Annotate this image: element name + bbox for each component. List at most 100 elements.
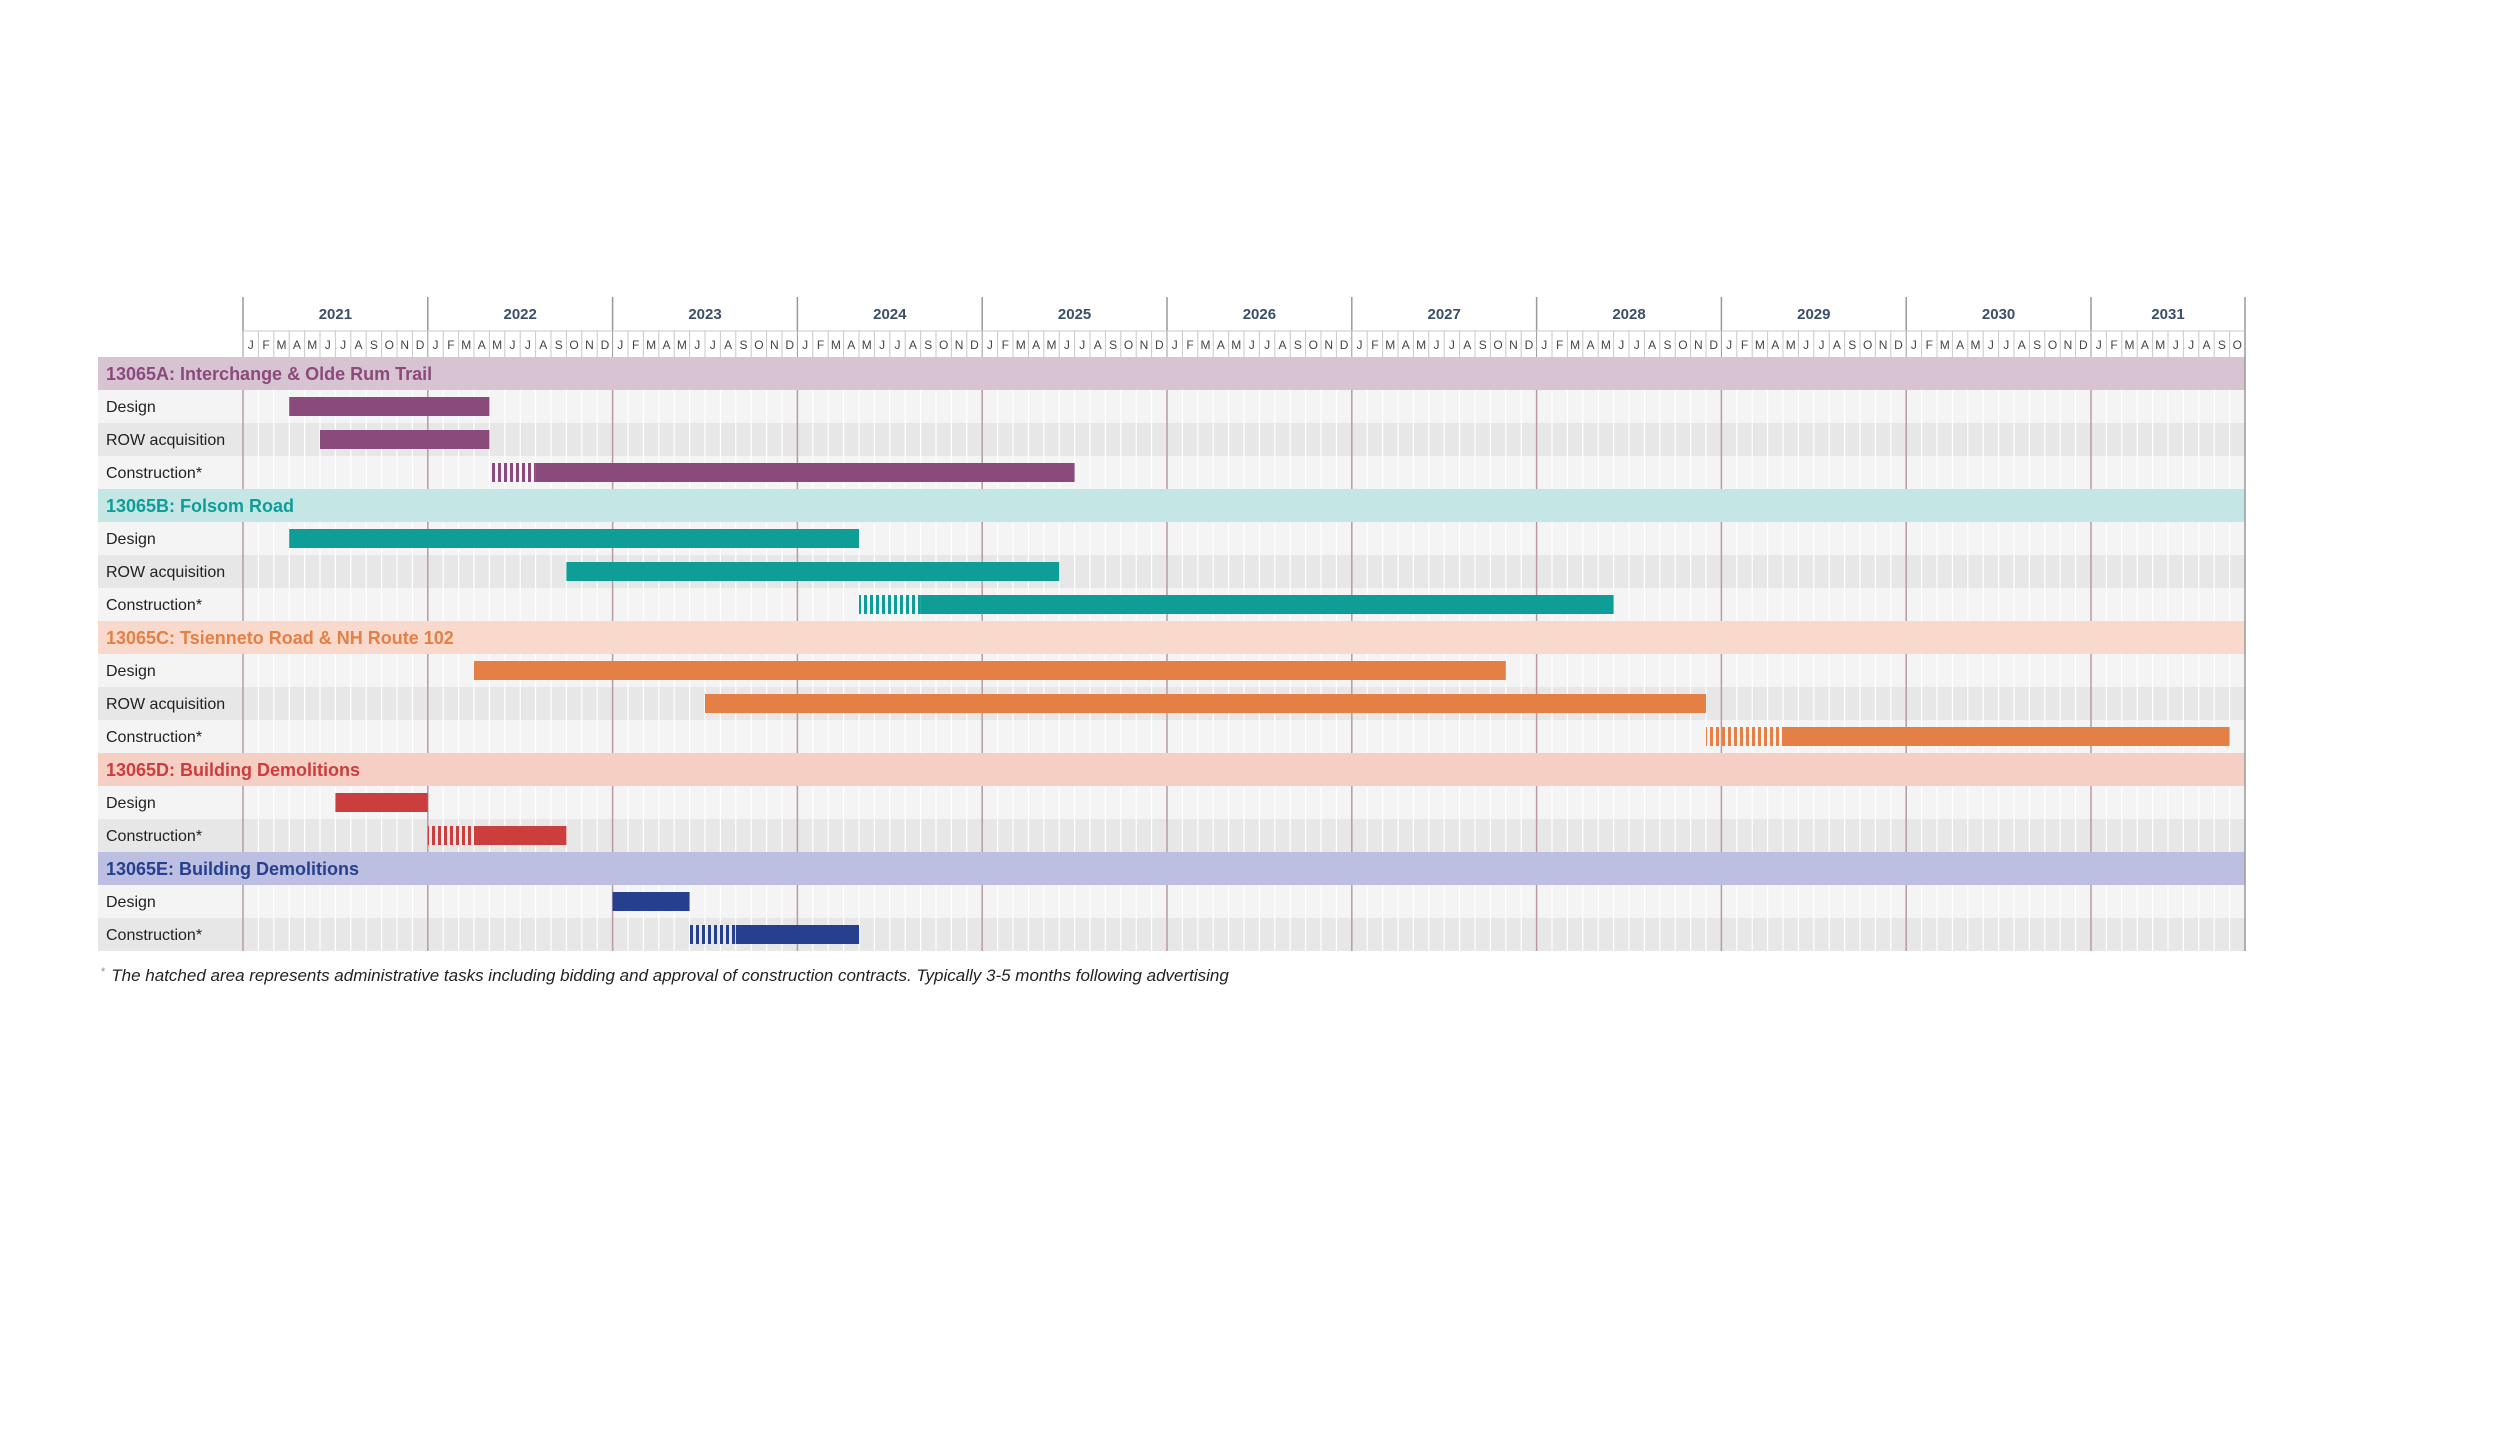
month-label: M — [277, 338, 287, 352]
month-label: N — [1509, 338, 1518, 352]
month-label: M — [492, 338, 502, 352]
year-label: 2029 — [1797, 306, 1830, 323]
task-row-bg — [98, 819, 2245, 852]
month-label: A — [909, 338, 917, 352]
month-label: J — [1911, 338, 1917, 352]
month-label: J — [1634, 338, 1640, 352]
month-label: S — [370, 338, 378, 352]
month-label: M — [1601, 338, 1611, 352]
month-label: A — [2202, 338, 2210, 352]
task-bar — [535, 463, 1075, 482]
month-label: D — [416, 338, 425, 352]
month-label: S — [1848, 338, 1856, 352]
month-label: J — [1357, 338, 1363, 352]
task-bar — [474, 661, 1506, 680]
task-row-bg — [98, 918, 2245, 951]
month-label: J — [525, 338, 531, 352]
month-label: M — [1416, 338, 1426, 352]
month-label: F — [817, 338, 824, 352]
task-label: ROW acquisition — [106, 432, 225, 449]
month-label: F — [1556, 338, 1563, 352]
year-label: 2022 — [504, 306, 537, 323]
month-label: A — [293, 338, 301, 352]
hatch-bar — [689, 925, 736, 944]
group-label: 13065A: Interchange & Olde Rum Trail — [106, 364, 432, 384]
month-label: D — [1340, 338, 1349, 352]
month-label: A — [2018, 338, 2026, 352]
month-label: S — [924, 338, 932, 352]
month-label: J — [1541, 338, 1547, 352]
month-label: D — [1155, 338, 1164, 352]
task-row-bg — [98, 555, 2245, 588]
month-label: J — [879, 338, 885, 352]
month-label: M — [2155, 338, 2165, 352]
footnote-text: The hatched area represents administrati… — [111, 966, 1229, 985]
task-label: Construction* — [106, 465, 202, 482]
month-label: D — [970, 338, 979, 352]
month-label: S — [1663, 338, 1671, 352]
month-label: N — [770, 338, 779, 352]
month-label: J — [1726, 338, 1732, 352]
month-label: M — [461, 338, 471, 352]
month-label: N — [1324, 338, 1333, 352]
month-label: J — [895, 338, 901, 352]
month-label: J — [987, 338, 993, 352]
task-bar — [566, 562, 1060, 581]
month-label: S — [739, 338, 747, 352]
month-label: O — [569, 338, 578, 352]
month-label: A — [1648, 338, 1656, 352]
month-label: A — [662, 338, 670, 352]
month-label: J — [1064, 338, 1070, 352]
month-label: J — [694, 338, 700, 352]
month-label: J — [248, 338, 254, 352]
month-label: N — [585, 338, 594, 352]
group-band — [98, 489, 2245, 522]
month-label: M — [1755, 338, 1765, 352]
month-label: J — [1803, 338, 1809, 352]
month-label: A — [1956, 338, 1964, 352]
task-bar — [920, 595, 1614, 614]
task-label: Design — [106, 663, 156, 680]
month-label: N — [1879, 338, 1888, 352]
month-label: A — [1833, 338, 1841, 352]
month-label: O — [1493, 338, 1502, 352]
month-label: J — [1819, 338, 1825, 352]
month-label: O — [754, 338, 763, 352]
group-band — [98, 753, 2245, 786]
month-label: O — [385, 338, 394, 352]
month-label: O — [1863, 338, 1872, 352]
month-label: O — [1678, 338, 1687, 352]
month-label: A — [847, 338, 855, 352]
task-label: ROW acquisition — [106, 564, 225, 581]
month-label: M — [1016, 338, 1026, 352]
month-label: M — [831, 338, 841, 352]
month-label: N — [2064, 338, 2073, 352]
month-label: M — [2125, 338, 2135, 352]
year-label: 2030 — [1982, 306, 2015, 323]
group-band — [98, 852, 2245, 885]
year-label: 2028 — [1612, 306, 1645, 323]
month-label: N — [955, 338, 964, 352]
task-bar — [705, 694, 1706, 713]
month-label: O — [2048, 338, 2057, 352]
month-label: S — [2033, 338, 2041, 352]
hatch-bar — [859, 595, 921, 614]
year-label: 2026 — [1243, 306, 1276, 323]
month-label: D — [1709, 338, 1718, 352]
group-band — [98, 621, 2245, 654]
month-label: O — [1309, 338, 1318, 352]
month-label: M — [1940, 338, 1950, 352]
month-label: S — [1479, 338, 1487, 352]
task-bar — [289, 397, 490, 416]
month-label: A — [354, 338, 362, 352]
task-bar — [289, 529, 859, 548]
month-label: J — [325, 338, 331, 352]
month-label: F — [1186, 338, 1193, 352]
month-label: A — [1463, 338, 1471, 352]
month-label: O — [1124, 338, 1133, 352]
year-label: 2024 — [873, 306, 907, 323]
year-label: 2023 — [688, 306, 721, 323]
month-label: J — [1618, 338, 1624, 352]
task-label: Design — [106, 531, 156, 548]
month-label: S — [555, 338, 563, 352]
